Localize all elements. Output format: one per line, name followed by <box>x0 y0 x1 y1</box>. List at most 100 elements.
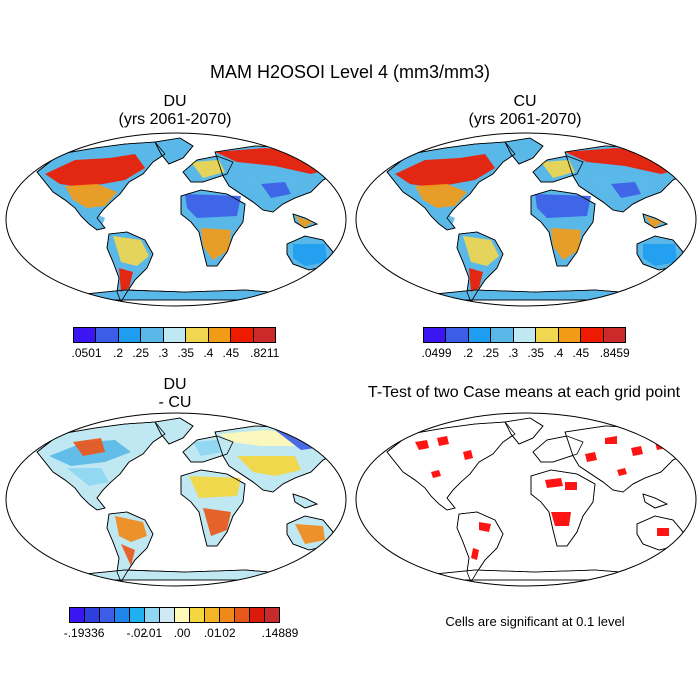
map-ttest-continent <box>530 469 596 547</box>
map-cu-region <box>535 194 591 218</box>
map-ttest-region <box>631 446 643 456</box>
colorbar-diff-swatch <box>145 608 160 622</box>
map-cu-region <box>551 228 581 260</box>
map-diff-continent <box>154 417 194 445</box>
map-du-coastline <box>36 141 166 231</box>
colorbar-cu-label: .35 <box>527 346 545 360</box>
map-ttest-region <box>565 482 577 490</box>
colorbar-cu <box>423 327 626 343</box>
map-ttest-region <box>617 468 627 476</box>
map-ttest-continent <box>386 421 516 511</box>
map-ttest-coastline <box>504 417 544 445</box>
map-ttest-region <box>655 440 667 450</box>
colorbar-cu-swatch <box>513 328 537 342</box>
colorbar-cu-label: .25 <box>482 346 499 360</box>
map-cu-coastline <box>642 213 669 229</box>
map-du-border <box>5 132 347 307</box>
map-ttest-region <box>657 528 669 536</box>
map-ttest-region <box>431 470 441 478</box>
panel-du-title: DU (yrs 2061-2070) <box>75 93 275 129</box>
map-diff-region <box>193 440 223 456</box>
figure-title: MAM H2OSOI Level 4 (mm3/mm3) <box>209 62 491 82</box>
map-cu-field <box>386 137 691 303</box>
map-diff-continent <box>36 421 166 511</box>
colorbar-du-label: .4 <box>203 346 214 360</box>
map-diff-coastline <box>182 435 234 463</box>
colorbar-cu-swatch <box>424 328 447 342</box>
map-du-region <box>185 194 241 218</box>
map-du-region <box>261 182 291 198</box>
colorbar-du-swatch <box>208 328 232 342</box>
map-ttest-region <box>415 440 429 450</box>
colorbar-diff-label: .14889 <box>261 626 299 640</box>
colorbar-cu-swatch <box>603 328 625 342</box>
map-du-region <box>45 154 145 187</box>
map-diff-coastline <box>154 417 194 445</box>
map-du-region <box>295 216 313 228</box>
map-cu-coastline <box>456 231 504 303</box>
map-cu-coastline <box>386 141 516 231</box>
map-ttest-region <box>551 512 571 526</box>
map-ttest-continent <box>504 417 544 445</box>
map-cu-region <box>645 216 663 228</box>
map-cu-coastline <box>504 137 544 165</box>
map-cu-region <box>611 182 641 198</box>
map-ttest-region <box>605 436 617 444</box>
colorbar-diff-swatch <box>265 608 279 622</box>
map-ttest-region <box>437 436 449 446</box>
map-diff-coastline <box>106 511 154 583</box>
map-du-region <box>119 268 133 292</box>
colorbar-diff-label: .02 <box>218 626 236 640</box>
colorbar-diff-label: .01 <box>203 626 221 640</box>
panel-cu-title-line1: CU <box>513 93 537 110</box>
map-cu-coastline <box>532 155 584 183</box>
map-diff-coastline <box>36 421 166 511</box>
map-ttest-region <box>471 548 479 560</box>
map-diff-region <box>237 456 301 476</box>
map-ttest-continent <box>642 493 669 509</box>
colorbar-du <box>73 327 276 343</box>
colorbar-du-label: .45 <box>222 346 240 360</box>
map-ttest-coastline <box>532 435 584 463</box>
colorbar-du-label: .8211 <box>250 346 280 360</box>
map-diff-region <box>121 544 135 566</box>
colorbar-du-swatch <box>253 328 275 342</box>
map-cu-coastline <box>530 189 596 267</box>
colorbar-diff-swatch <box>250 608 265 622</box>
map-ttest-coastline <box>386 421 516 511</box>
map-ttest-coastline <box>530 469 596 547</box>
colorbar-diff-swatch <box>235 608 250 622</box>
colorbar-diff-label: .00 <box>173 626 191 640</box>
colorbar-du-label: .25 <box>132 346 149 360</box>
map-diff-border <box>5 412 347 587</box>
colorbar-diff-swatch <box>130 608 145 622</box>
colorbar-du-swatch <box>163 328 187 342</box>
map-du-coastline <box>154 137 194 165</box>
colorbar-diff-swatch <box>205 608 220 622</box>
map-cu-region <box>395 154 495 187</box>
map-du-region <box>65 184 117 208</box>
map-diff-region <box>189 476 241 498</box>
map-du-coastline <box>180 189 246 267</box>
map-ttest-coastline <box>456 511 504 583</box>
map-diff-region <box>115 516 147 542</box>
colorbar-cu-swatch <box>558 328 582 342</box>
panel-ttest-title-line1: T-Test of two Case means at each grid po… <box>367 384 681 401</box>
colorbar-du-label: .0501 <box>71 346 102 360</box>
map-ttest-region <box>479 522 491 532</box>
colorbar-cu-swatch <box>536 328 559 342</box>
map-ttest-land <box>386 417 691 583</box>
map-diff-coastline <box>180 469 246 547</box>
colorbar-diff-swatch <box>115 608 130 622</box>
map-cu-patches <box>386 137 691 303</box>
panel-du-title-line2: (yrs 2061-2070) <box>118 111 232 128</box>
colorbar-diff-swatch <box>220 608 235 622</box>
map-cu-region <box>643 244 677 266</box>
map-du-region <box>113 236 149 266</box>
colorbar-diff-swatch <box>70 608 85 622</box>
significance-note: Cells are significant at 0.1 level <box>445 614 625 629</box>
colorbar-cu-label: .4 <box>553 346 564 360</box>
colorbar-du-swatch <box>96 328 119 342</box>
map-ttest-coastline <box>642 493 669 509</box>
panel-diff-title-line1: DU <box>163 376 187 393</box>
